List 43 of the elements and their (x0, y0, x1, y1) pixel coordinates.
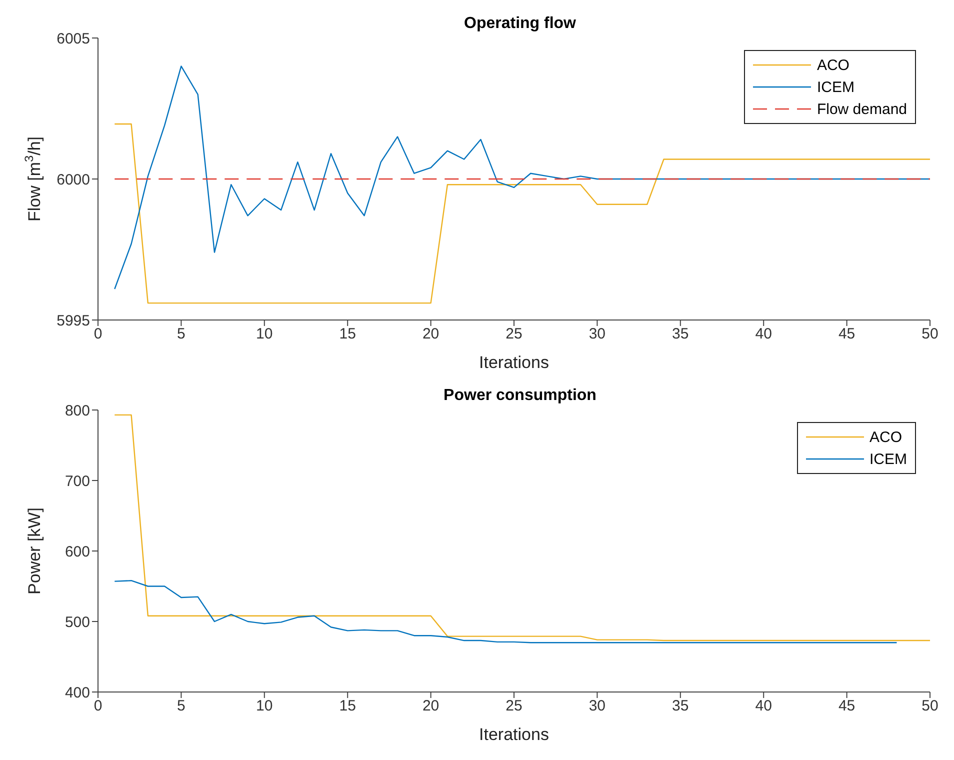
chart-title: Power consumption (444, 387, 596, 404)
y-tick-label: 500 (64, 614, 90, 631)
x-tick-label: 25 (506, 698, 522, 715)
x-tick-label: 5 (177, 326, 186, 343)
x-tick-label: 10 (256, 698, 273, 715)
x-tick-label: 30 (588, 698, 606, 715)
y-tick-label: 800 (64, 402, 90, 420)
line-series (114, 414, 930, 642)
x-tick-label: 35 (672, 326, 689, 343)
x-tick-label: 15 (339, 326, 356, 343)
x-tick-label: 15 (339, 698, 356, 715)
x-tick-label: 25 (506, 326, 522, 343)
x-tick-label: 45 (838, 326, 856, 343)
y-tick-label: 600 (64, 543, 90, 560)
x-tick-label: 40 (755, 698, 772, 715)
line-series (114, 580, 898, 644)
x-tick-label: 50 (922, 698, 938, 715)
legend-label: ACO (816, 56, 850, 74)
x-tick-label: 50 (922, 326, 938, 343)
chart-title: Operating flow (464, 15, 577, 32)
y-tick-label: 5995 (56, 312, 90, 330)
x-tick-label: 0 (94, 326, 102, 343)
y-tick-label: 6005 (56, 30, 90, 48)
y-axis-title: Power [kW] (25, 508, 44, 594)
legend-label: ICEM (816, 78, 854, 96)
x-tick-label: 45 (838, 698, 856, 715)
x-tick-label: 20 (422, 698, 440, 715)
x-tick-label: 35 (672, 698, 689, 715)
x-tick-label: 40 (755, 326, 772, 343)
x-tick-label: 5 (177, 698, 186, 715)
x-axis-title: Iterations (479, 725, 549, 744)
y-tick-label: 400 (64, 684, 90, 702)
legend-label: ICEM (870, 450, 907, 468)
legend-label: Flow demand (816, 100, 907, 118)
x-axis-title: Iterations (479, 353, 549, 372)
legend-label: ACO (870, 428, 902, 446)
x-tick-label: 10 (256, 326, 273, 343)
y-tick-label: 6000 (56, 171, 90, 188)
x-tick-label: 20 (422, 326, 440, 343)
x-tick-label: 30 (588, 326, 606, 343)
x-tick-label: 0 (94, 698, 102, 715)
line-series (114, 123, 930, 304)
y-tick-label: 700 (64, 472, 90, 490)
